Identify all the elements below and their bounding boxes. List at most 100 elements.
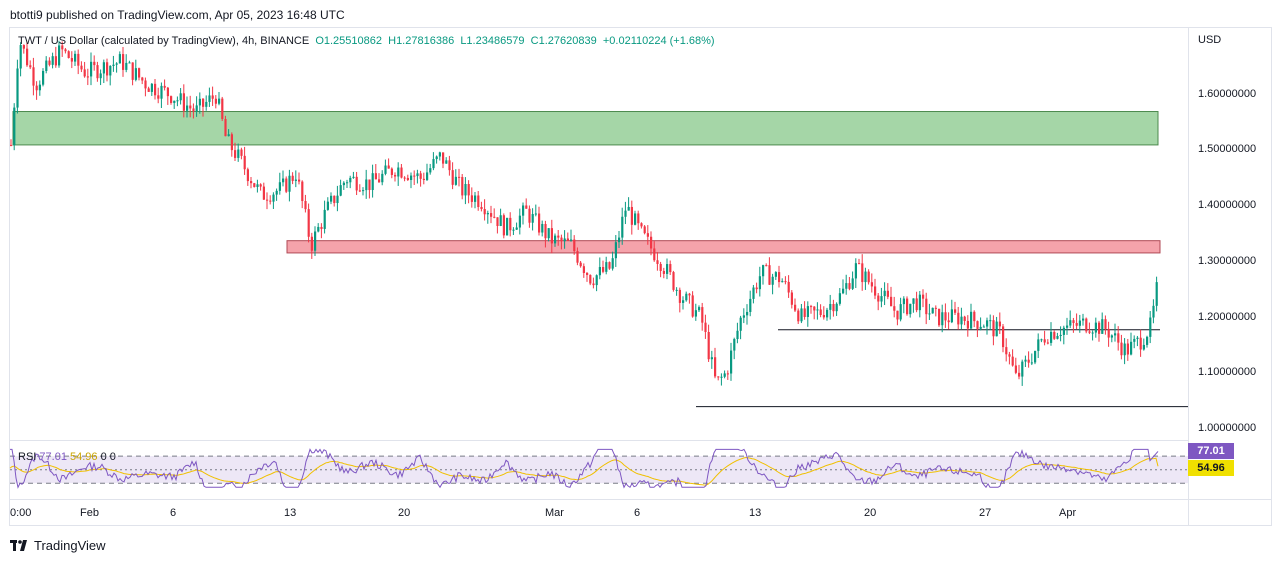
candle-body: [720, 376, 723, 378]
candle-body: [845, 283, 848, 289]
candle-body: [605, 262, 608, 272]
candle-body: [314, 231, 317, 251]
candle-body: [595, 275, 598, 286]
candle-body: [653, 248, 656, 261]
candle-body: [944, 312, 947, 321]
candle-body: [1133, 338, 1136, 342]
candle-body: [669, 264, 672, 273]
time-tick-label: 13: [284, 507, 297, 519]
candle-body: [874, 286, 877, 296]
close-value: C1.27620839: [530, 35, 597, 47]
candle-body: [198, 98, 201, 106]
candle-body: [646, 233, 649, 237]
candle-body: [294, 179, 297, 181]
candle-body: [102, 62, 105, 74]
rsi-label[interactable]: RSI: [18, 451, 37, 463]
candle-body: [755, 287, 758, 290]
candle-body: [138, 68, 141, 78]
candle-body: [950, 309, 953, 323]
candle-body: [662, 270, 665, 274]
currency-unit[interactable]: USD: [1198, 34, 1222, 46]
candle-body: [448, 160, 451, 171]
candle-body: [810, 306, 813, 308]
candle-body: [189, 105, 192, 109]
candle-body: [1069, 320, 1072, 326]
candle-body: [1002, 326, 1005, 348]
time-tick-label: 27: [979, 507, 992, 519]
candle-body: [410, 175, 413, 180]
candle-body: [525, 205, 528, 209]
candle-body: [445, 160, 448, 164]
candle-body: [829, 304, 832, 310]
candle-body: [490, 213, 493, 217]
candle-body: [1130, 341, 1133, 355]
candle-body: [58, 45, 61, 66]
candle-body: [586, 272, 589, 275]
candle-body: [550, 228, 553, 244]
candle-body: [707, 331, 710, 360]
candle-body: [803, 308, 806, 317]
candle-body: [282, 178, 285, 183]
candle-body: [691, 295, 694, 317]
candle-body: [630, 206, 633, 225]
candle-body: [42, 70, 45, 85]
candle-body: [918, 294, 921, 311]
candle-body: [330, 195, 333, 202]
time-tick-label: 6: [170, 507, 177, 519]
price-tick-label: 1.10000000: [1198, 366, 1257, 379]
candle-body: [794, 304, 797, 311]
candle-body: [1075, 322, 1078, 326]
time-axis-separator: [9, 499, 1272, 500]
candle-body: [458, 176, 461, 178]
footer-brand[interactable]: TradingView: [10, 538, 106, 553]
candle-body: [128, 62, 131, 64]
candle-body: [112, 64, 115, 66]
resistance-zone[interactable]: [12, 111, 1159, 146]
candle-body: [147, 88, 150, 92]
candle-body: [781, 281, 784, 283]
candle-body: [992, 320, 995, 337]
candle-body: [394, 174, 397, 177]
candle-body: [400, 167, 403, 178]
candle-body: [275, 190, 278, 195]
candle-body: [947, 320, 950, 323]
candle-body: [714, 357, 717, 377]
candle-body: [710, 357, 713, 360]
candle-body: [237, 149, 240, 158]
price-tick-label: 1.50000000: [1198, 143, 1257, 156]
candle-body: [48, 60, 51, 65]
candle-body: [893, 306, 896, 311]
candle-body: [115, 63, 118, 65]
candle-body: [285, 178, 288, 192]
candle-body: [787, 281, 790, 293]
candle-body: [122, 54, 125, 70]
candle-body: [826, 309, 829, 318]
pane-separator[interactable]: [9, 440, 1188, 441]
candle-body: [131, 62, 134, 80]
candle-body: [1098, 322, 1101, 334]
candle-body: [883, 290, 886, 297]
time-tick-label: 13: [749, 507, 762, 519]
candle-body: [362, 190, 365, 192]
candle-body: [656, 260, 659, 264]
candle-body: [573, 239, 576, 252]
candle-body: [323, 209, 326, 229]
candle-body: [1146, 336, 1149, 345]
candle-body: [922, 294, 925, 299]
candle-body: [998, 321, 1001, 327]
candle-body: [912, 298, 915, 304]
candle-body: [611, 258, 614, 269]
candle-body: [387, 165, 390, 169]
candle-body: [413, 175, 416, 177]
candle-body: [333, 195, 336, 204]
support-zone[interactable]: [286, 240, 1161, 254]
candle-body: [301, 181, 304, 202]
symbol-label[interactable]: TWT / US Dollar (calculated by TradingVi…: [18, 35, 310, 47]
candle-body: [182, 93, 185, 111]
candle-body: [234, 150, 237, 158]
candle-body: [816, 309, 819, 311]
candle-body: [125, 62, 128, 70]
candle-body: [1066, 325, 1069, 328]
candle-body: [851, 278, 854, 289]
